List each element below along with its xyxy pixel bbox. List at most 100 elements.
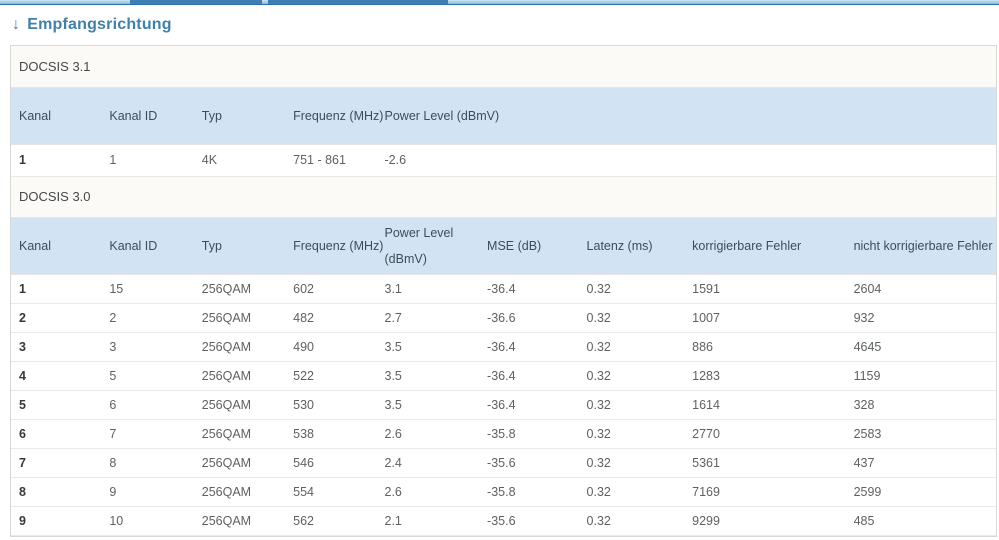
cell: 256QAM bbox=[193, 361, 286, 391]
cell: -35.8 bbox=[479, 419, 579, 449]
cell: 2599 bbox=[845, 477, 996, 507]
table-row: 5 6 256QAM 530 3.5 -36.4 0.32 1614 328 bbox=[11, 390, 996, 420]
cell: 4 bbox=[11, 361, 102, 391]
cell: 2.6 bbox=[376, 419, 480, 449]
cell: 256QAM bbox=[193, 477, 286, 507]
cell: 2.1 bbox=[376, 506, 480, 536]
cell: 4K bbox=[193, 144, 286, 177]
cell: 2770 bbox=[684, 419, 846, 449]
table-row: 8 9 256QAM 554 2.6 -35.8 0.32 7169 2599 bbox=[11, 477, 996, 507]
cell: 0.32 bbox=[578, 448, 685, 478]
cell: 2583 bbox=[845, 419, 996, 449]
cell: 1007 bbox=[684, 303, 846, 333]
cell: 3.5 bbox=[376, 332, 480, 362]
cell: 2.6 bbox=[376, 477, 480, 507]
section-row: DOCSIS 3.0 bbox=[11, 176, 996, 218]
cell: 5361 bbox=[684, 448, 846, 478]
cell: 602 bbox=[285, 274, 377, 304]
cell: 1 bbox=[101, 144, 194, 177]
column-header: Typ bbox=[193, 87, 286, 145]
cell: -36.4 bbox=[479, 361, 579, 391]
cell: 15 bbox=[101, 274, 194, 304]
cell: 2604 bbox=[845, 274, 996, 304]
cell: 886 bbox=[684, 332, 846, 362]
column-header: Power Level (dBmV) bbox=[376, 217, 480, 275]
cell: 10 bbox=[101, 506, 194, 536]
cell: -36.4 bbox=[479, 332, 579, 362]
cell: 7169 bbox=[684, 477, 846, 507]
cell: 0.32 bbox=[578, 361, 685, 391]
column-header: Latenz (ms) bbox=[578, 217, 685, 275]
cell: -35.6 bbox=[479, 506, 579, 536]
table-row: 7 8 256QAM 546 2.4 -35.6 0.32 5361 437 bbox=[11, 448, 996, 478]
top-navigation-strip bbox=[0, 0, 999, 5]
column-header: nicht korrigierbare Fehler bbox=[845, 217, 996, 275]
cell: 256QAM bbox=[193, 390, 286, 420]
section-heading-empfangsrichtung[interactable]: ↓ Empfangsrichtung bbox=[12, 16, 999, 34]
cell: 1591 bbox=[684, 274, 846, 304]
column-header: Kanal bbox=[11, 217, 102, 275]
cell: 1159 bbox=[845, 361, 996, 391]
cell: 0.32 bbox=[578, 274, 685, 304]
cell: 256QAM bbox=[193, 332, 286, 362]
cell: 3 bbox=[11, 332, 102, 362]
nav-tab-remnant-1[interactable] bbox=[130, 0, 262, 4]
column-header: Power Level (dBmV) bbox=[376, 87, 996, 145]
cell: 256QAM bbox=[193, 419, 286, 449]
cell: 538 bbox=[285, 419, 377, 449]
section-title-1: DOCSIS 3.0 bbox=[11, 176, 996, 218]
cell: 1614 bbox=[684, 390, 846, 420]
header-row: Kanal Kanal ID Typ Frequenz (MHz) Power Leve… bbox=[11, 87, 996, 145]
table-row: 9 10 256QAM 562 2.1 -35.6 0.32 9299 485 bbox=[11, 506, 996, 536]
cell: 932 bbox=[845, 303, 996, 333]
cell: 5 bbox=[101, 361, 194, 391]
cell: 5 bbox=[11, 390, 102, 420]
cell: 3.5 bbox=[376, 390, 480, 420]
cell: 751 - 861 bbox=[285, 144, 377, 177]
cell: 0.32 bbox=[578, 419, 685, 449]
cell: 530 bbox=[285, 390, 377, 420]
cell: 8 bbox=[11, 477, 102, 507]
table-row: 4 5 256QAM 522 3.5 -36.4 0.32 1283 1159 bbox=[11, 361, 996, 391]
cell: 490 bbox=[285, 332, 377, 362]
cell: 0.32 bbox=[578, 477, 685, 507]
nav-tab-remnant-2[interactable] bbox=[268, 0, 448, 4]
cell: 8 bbox=[101, 448, 194, 478]
cell: 482 bbox=[285, 303, 377, 333]
cell: 546 bbox=[285, 448, 377, 478]
cell: 6 bbox=[101, 390, 194, 420]
cell: 2 bbox=[11, 303, 102, 333]
cell: 3.1 bbox=[376, 274, 480, 304]
cell: 437 bbox=[845, 448, 996, 478]
cell: 9 bbox=[101, 477, 194, 507]
docsis-table-body: DOCSIS 3.1 Kanal Kanal ID Typ Frequenz (MHz)… bbox=[11, 46, 996, 536]
table-row: 3 3 256QAM 490 3.5 -36.4 0.32 886 4645 bbox=[11, 332, 996, 362]
column-header: Kanal ID bbox=[101, 87, 194, 145]
cell: -2.6 bbox=[376, 144, 996, 177]
cell: 1 bbox=[11, 274, 102, 304]
cell: 2.4 bbox=[376, 448, 480, 478]
section-row: DOCSIS 3.1 bbox=[11, 46, 996, 88]
cell: 2 bbox=[101, 303, 194, 333]
cell: 3 bbox=[101, 332, 194, 362]
cell: -35.8 bbox=[479, 477, 579, 507]
table-row: 1 1 4K 751 - 861 -2.6 bbox=[11, 144, 996, 177]
cell: 4645 bbox=[845, 332, 996, 362]
cell: 3.5 bbox=[376, 361, 480, 391]
cell: 256QAM bbox=[193, 303, 286, 333]
cell: 522 bbox=[285, 361, 377, 391]
column-header: Kanal ID bbox=[101, 217, 194, 275]
cell: 9 bbox=[11, 506, 102, 536]
cell: 554 bbox=[285, 477, 377, 507]
cell: 256QAM bbox=[193, 274, 286, 304]
cell: 485 bbox=[845, 506, 996, 536]
column-header: Kanal bbox=[11, 87, 102, 145]
cell: 2.7 bbox=[376, 303, 480, 333]
table-row: 6 7 256QAM 538 2.6 -35.8 0.32 2770 2583 bbox=[11, 419, 996, 449]
column-header: Frequenz (MHz) bbox=[285, 217, 383, 275]
table-row: 1 15 256QAM 602 3.1 -36.4 0.32 1591 2604 bbox=[11, 274, 996, 304]
cell: -36.4 bbox=[479, 274, 579, 304]
cell: -36.6 bbox=[479, 303, 579, 333]
cell: 328 bbox=[845, 390, 996, 420]
cell: 1 bbox=[11, 144, 102, 177]
